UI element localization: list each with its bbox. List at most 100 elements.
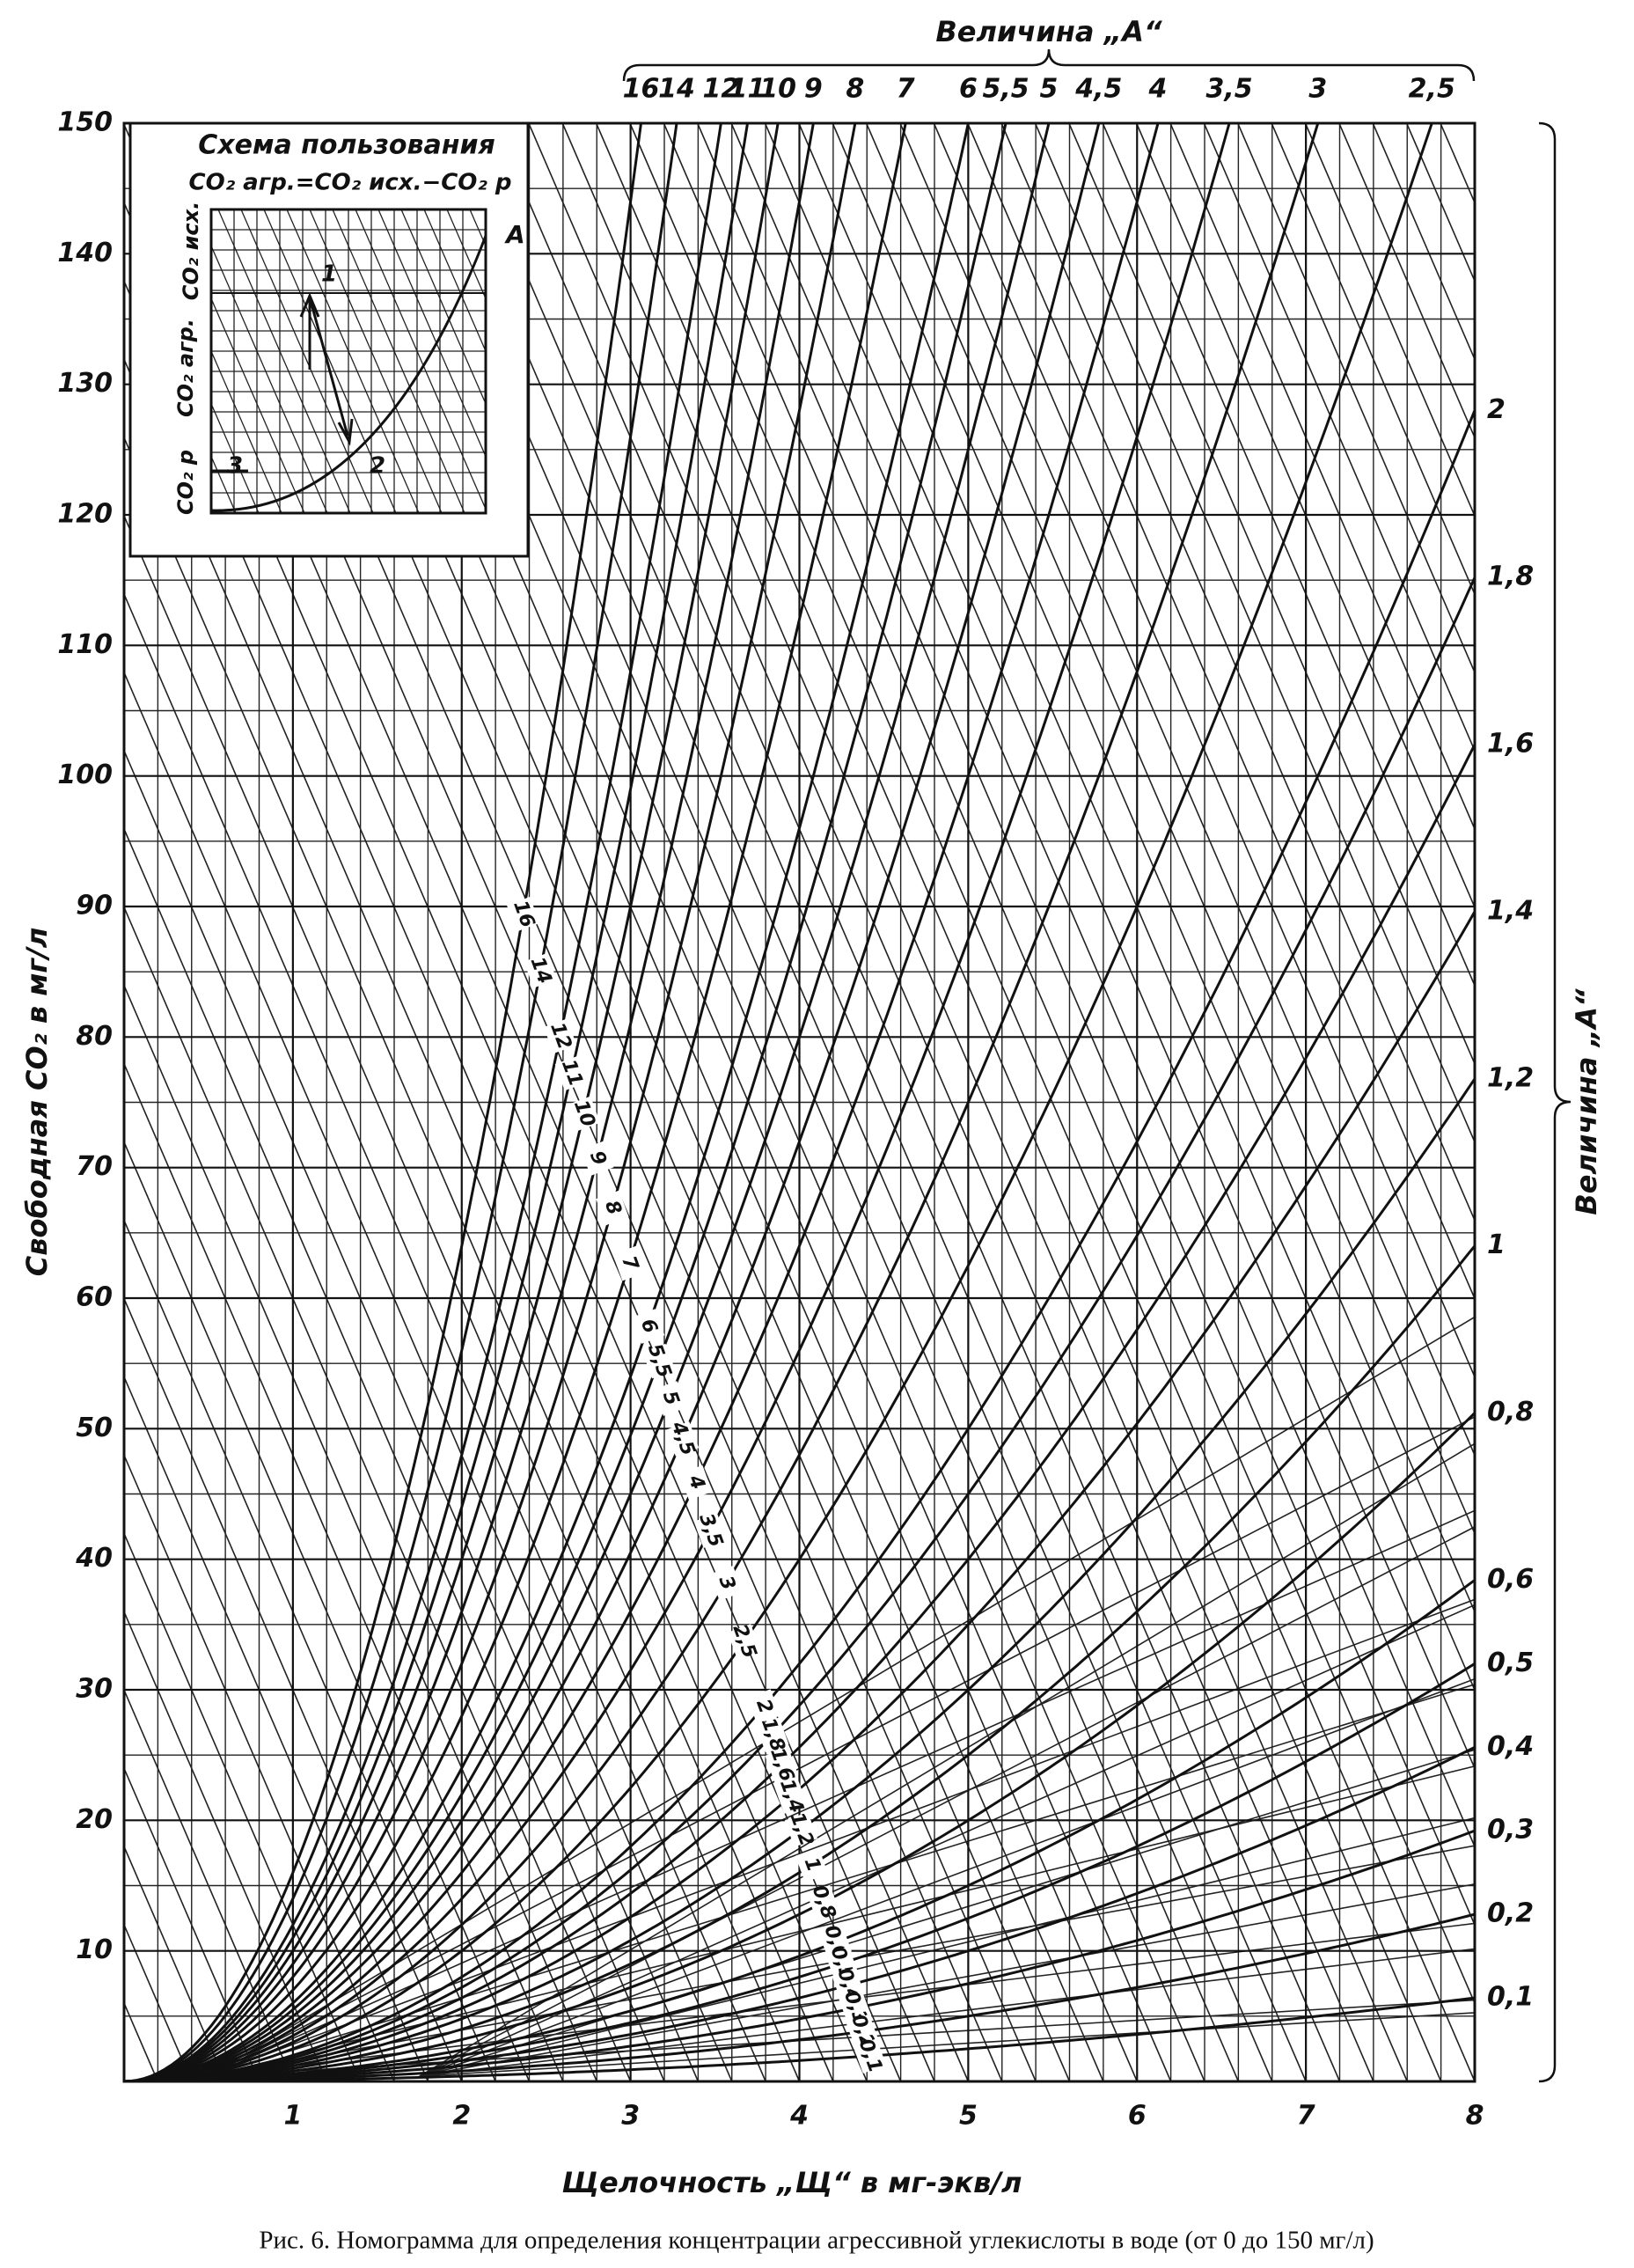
band-label-bg <box>709 1566 744 1601</box>
band-label-bg <box>581 1141 614 1177</box>
diagonal-line <box>427 123 1273 2081</box>
band-label: 16 <box>509 898 539 930</box>
diagonal-line <box>663 123 1475 2006</box>
fan-line <box>419 1442 1475 2077</box>
top-brace <box>622 48 1476 82</box>
curve-label-right: 0,3 <box>1487 1815 1534 1846</box>
curve-label-right: 1,8 <box>1487 561 1534 592</box>
curve-label-right: 1,4 <box>1487 895 1534 926</box>
inset-diag-line <box>211 402 260 513</box>
curve-label-right: 0,1 <box>1487 1982 1534 2013</box>
band-label: 4,5 <box>666 1418 699 1458</box>
diagonal-line <box>124 1296 463 2081</box>
diagonal-line <box>1135 123 1475 909</box>
band-label-bg <box>554 1055 589 1091</box>
diagonal-line <box>1271 123 1475 597</box>
curves <box>124 123 1475 2081</box>
curve-label-right: 2 <box>1487 394 1506 425</box>
curve-label-top: 16 <box>623 74 660 105</box>
caption: Рис. 6. Номограмма для определения конце… <box>259 2227 1374 2255</box>
diagonal-line <box>124 826 665 2081</box>
inset-formula: CO₂ агр.=CO₂ исх.−CO₂ р <box>189 170 512 196</box>
band-label: 4 <box>683 1472 708 1493</box>
inset-title: Схема пользования <box>198 130 495 161</box>
diagonal-line <box>124 905 632 2081</box>
curve <box>124 123 780 2081</box>
diagonal-line <box>1203 123 1475 753</box>
curve <box>124 123 643 2081</box>
diagonal-line <box>124 592 766 2081</box>
inset-diag-line <box>211 349 282 513</box>
inset-frame <box>128 121 530 558</box>
curve-label-top: 5 <box>1040 74 1059 105</box>
diagonal-line <box>460 123 1307 2081</box>
curve <box>124 123 1101 2081</box>
y-tick-label: 140 <box>57 238 113 268</box>
diagonal-line <box>1169 123 1475 831</box>
curve <box>124 123 722 2081</box>
diagonal-line <box>561 123 1408 2081</box>
band-label-bg <box>747 1689 780 1724</box>
diagonal-line <box>832 123 1475 1614</box>
diagonal-line <box>1068 123 1475 1066</box>
inset-curve <box>210 235 487 512</box>
curve-label-right: 0,8 <box>1487 1397 1534 1428</box>
curve-label-right: 0,2 <box>1487 1898 1534 1929</box>
band-label-bg <box>567 1096 601 1132</box>
diagonal-line <box>124 1531 362 2081</box>
band-label-bg <box>693 1513 727 1548</box>
inset-arrow <box>308 297 349 437</box>
y-tick-label: 20 <box>76 1804 113 1835</box>
band-label-bg <box>765 1747 798 1783</box>
y-tick-label: 70 <box>76 1151 113 1182</box>
diagonal-line <box>494 123 1341 2081</box>
band-label-bg <box>756 1717 789 1753</box>
band-label-bg <box>853 2038 887 2073</box>
diagonal-line <box>124 1453 395 2081</box>
curve <box>124 123 1433 2081</box>
y-tick-label: 90 <box>76 891 113 921</box>
band-label-bg <box>806 1884 840 1920</box>
inset-diag-line <box>211 297 305 513</box>
band-label-bg <box>506 896 540 932</box>
right-title: Величина „А“ <box>1570 988 1603 1215</box>
inset-diag-line <box>332 209 465 513</box>
diagonal-line <box>730 123 1475 1849</box>
curve-label-top: 2,5 <box>1409 74 1455 105</box>
inset-point-label: 3 <box>227 453 243 480</box>
fan-line <box>208 1415 1475 2077</box>
plot-frame <box>122 121 1476 2083</box>
fan-line <box>208 1509 1475 2077</box>
curve-label-top: 3 <box>1308 74 1327 105</box>
fan-line <box>208 1845 1475 2077</box>
diagonal-line <box>1102 123 1475 987</box>
inset-diag-line <box>217 209 351 513</box>
diagonal-line <box>124 748 700 2081</box>
curve-label-right: 1 <box>1487 1229 1506 1260</box>
band-label-bg <box>596 1190 629 1226</box>
fan-line <box>419 1883 1475 2077</box>
curve <box>124 123 1008 2081</box>
band-label-bg <box>632 1309 665 1344</box>
fan-line <box>208 1598 1475 2077</box>
diagonal-line <box>629 123 1475 2081</box>
x-tick-label: 4 <box>789 2101 809 2132</box>
y-tick-label: 120 <box>57 499 113 530</box>
curve-label-top: 7 <box>897 74 915 105</box>
band-label-bg <box>524 953 557 988</box>
x-tick-label: 3 <box>621 2101 640 2132</box>
curve <box>124 1412 1475 2081</box>
band-label: 3,5 <box>694 1510 727 1550</box>
curve <box>124 1829 1475 2081</box>
x-tick-label: 8 <box>1466 2101 1484 2132</box>
fan-line <box>208 1765 1475 2077</box>
curve <box>124 123 750 2081</box>
curve <box>124 1912 1475 2081</box>
band-label: 12 <box>546 1019 575 1052</box>
curve-label-top: 9 <box>804 74 823 105</box>
diagonal-line <box>1304 123 1475 518</box>
diagonal-line <box>124 1610 327 2081</box>
curve <box>124 123 678 2081</box>
diagonal-line <box>124 1375 429 2081</box>
y-tick-label: 100 <box>57 760 113 790</box>
